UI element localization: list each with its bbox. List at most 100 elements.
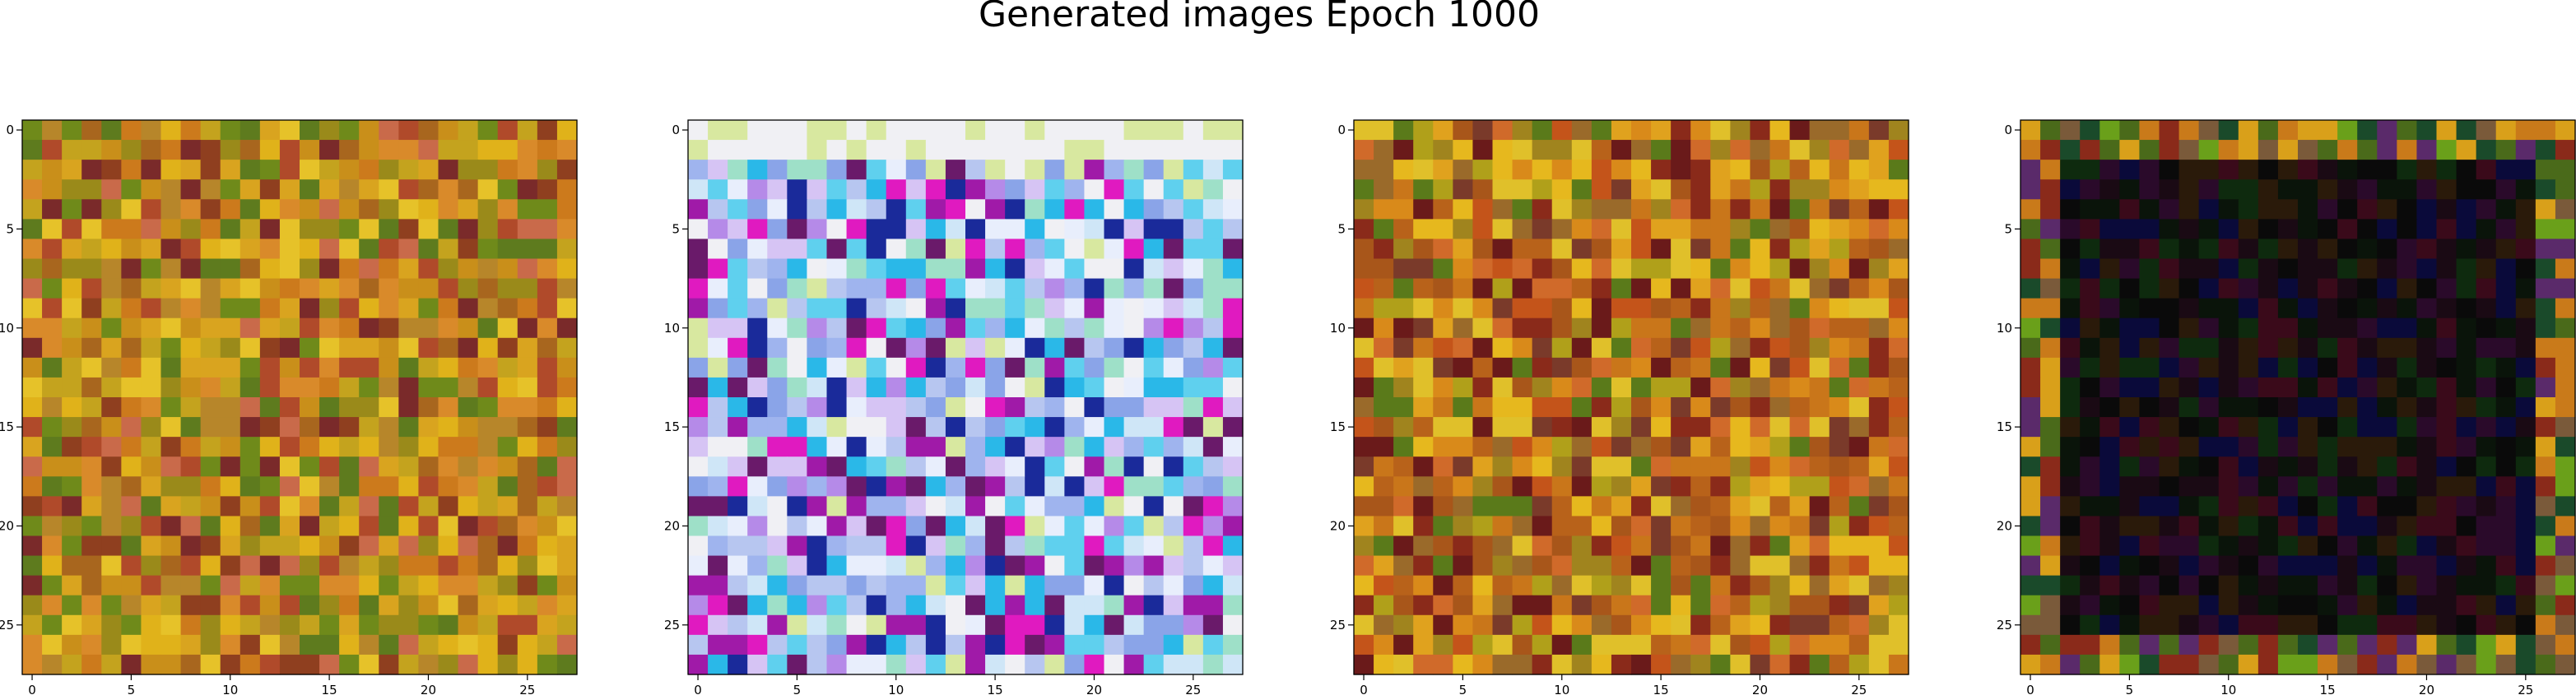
image-pixel	[2298, 634, 2318, 656]
image-pixel	[1848, 397, 1870, 418]
image-pixel	[2139, 199, 2160, 220]
image-pixel	[1025, 614, 1045, 636]
image-pixel	[62, 516, 82, 537]
image-pixel	[1183, 377, 1204, 398]
image-pixel	[2416, 417, 2438, 438]
image-pixel	[2397, 437, 2418, 457]
image-pixel	[1512, 317, 1533, 339]
image-pixel	[1143, 437, 1165, 457]
image-pixel	[2040, 357, 2061, 378]
image-pixel	[905, 417, 927, 438]
image-pixel	[2277, 397, 2299, 418]
image-pixel	[2159, 595, 2180, 616]
image-pixel	[2060, 278, 2081, 299]
image-pixel	[2277, 239, 2299, 260]
image-pixel	[141, 120, 162, 141]
image-pixel	[1591, 614, 1612, 636]
image-pixel	[945, 219, 966, 240]
image-pixel	[1690, 140, 1711, 160]
image-pixel	[886, 357, 907, 378]
image-pixel	[2456, 258, 2477, 280]
image-pixel	[1769, 634, 1791, 656]
image-pixel	[438, 476, 459, 497]
image-pixel	[1025, 239, 1045, 260]
image-pixel	[1492, 317, 1514, 339]
image-pixel	[728, 179, 748, 200]
image-pixel	[925, 437, 946, 457]
image-pixel	[728, 476, 748, 497]
image-pixel	[121, 298, 142, 319]
y-tick-label: 15	[0, 419, 14, 434]
image-pixel	[477, 298, 499, 319]
image-pixel	[965, 496, 986, 517]
image-pixel	[1671, 337, 1691, 359]
image-pixel	[1571, 317, 1593, 339]
image-pixel	[2416, 258, 2438, 280]
image-pixel	[121, 614, 142, 636]
image-pixel	[1671, 199, 1691, 220]
image-pixel	[180, 476, 202, 497]
image-pixel	[1591, 357, 1612, 378]
image-pixel	[101, 417, 122, 438]
image-pixel	[826, 179, 848, 200]
image-pixel	[1064, 278, 1086, 299]
image-pixel	[497, 476, 518, 497]
image-pixel	[477, 456, 499, 477]
image-pixel	[2337, 397, 2358, 418]
image-pixel	[1888, 377, 1909, 398]
image-pixel	[2298, 417, 2318, 438]
image-pixel	[2357, 317, 2378, 339]
image-pixel	[866, 555, 887, 577]
image-pixel	[418, 377, 439, 398]
image-pixel	[1025, 219, 1045, 240]
image-pixel	[339, 199, 360, 220]
image-pixel	[359, 120, 379, 141]
image-pixel	[767, 535, 788, 557]
image-pixel	[965, 377, 986, 398]
image-pixel	[1888, 476, 1909, 497]
image-pixel	[728, 634, 748, 656]
image-pixel	[1183, 417, 1204, 438]
image-pixel	[945, 258, 966, 280]
image-pixel	[1571, 179, 1593, 200]
image-pixel	[2318, 278, 2338, 299]
image-pixel	[2456, 654, 2477, 675]
image-pixel	[1611, 456, 1632, 477]
image-pixel	[517, 575, 538, 596]
image-pixel	[1631, 239, 1652, 260]
image-pixel	[2040, 476, 2061, 497]
image-pixel	[787, 219, 808, 240]
image-pixel	[2257, 437, 2279, 457]
image-pixel	[121, 417, 142, 438]
image-pixel	[1393, 120, 1414, 141]
image-pixel	[1064, 298, 1086, 319]
image-pixel	[101, 120, 122, 141]
y-tick-label: 25	[664, 618, 680, 632]
image-pixel	[708, 179, 728, 200]
image-pixel	[1222, 357, 1244, 378]
image-pixel	[1202, 160, 1224, 180]
image-pixel	[2515, 140, 2536, 160]
image-pixel	[1492, 595, 1514, 616]
image-pixel	[1492, 476, 1514, 497]
image-pixel	[1143, 456, 1165, 477]
image-pixel	[2080, 160, 2100, 180]
image-pixel	[517, 357, 538, 378]
image-pixel	[2080, 179, 2100, 200]
image-pixel	[1354, 337, 1374, 359]
image-pixel	[1671, 456, 1691, 477]
image-pixel	[1512, 535, 1533, 557]
image-pixel	[497, 377, 518, 398]
image-pixel	[379, 417, 399, 438]
image-pixel	[1123, 160, 1145, 180]
image-pixel	[1064, 357, 1086, 378]
image-pixel	[787, 377, 808, 398]
y-tick-label: 20	[1997, 518, 2012, 533]
image-pixel	[42, 219, 63, 240]
image-pixel	[2357, 357, 2378, 378]
image-pixel	[1163, 476, 1184, 497]
image-pixel	[300, 555, 320, 577]
image-pixel	[1433, 160, 1453, 180]
image-pixel	[556, 437, 578, 457]
image-pixel	[2257, 476, 2279, 497]
